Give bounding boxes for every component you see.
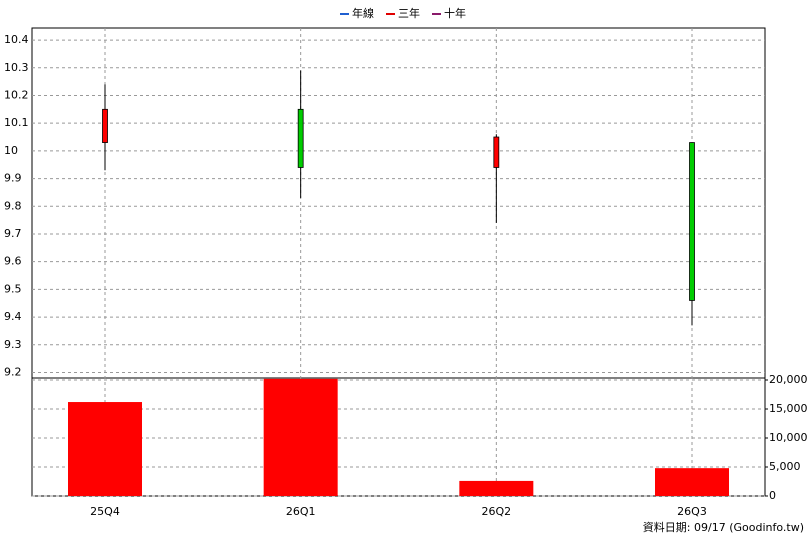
y-tick-label: 9.5 (4, 282, 22, 295)
y2-tick-label: 0 (769, 489, 776, 502)
y-tick-label: 9.7 (4, 227, 22, 240)
volume-bar (655, 468, 729, 496)
footer: 資料日期: 09/17 (Goodinfo.tw) (643, 520, 804, 534)
x-tick-label: 25Q4 (90, 505, 120, 518)
y-tick-label: 9.6 (4, 255, 22, 268)
volume-bar (68, 402, 142, 496)
y2-tick-label: 5,000 (769, 460, 801, 473)
y-tick-label: 9.4 (4, 310, 22, 323)
x-tick-label: 26Q1 (286, 505, 316, 518)
y2-tick-label: 10,000 (769, 431, 808, 444)
y2-tick-label: 20,000 (769, 373, 808, 386)
y-tick-label: 10 (4, 144, 18, 157)
y-tick-label: 9.9 (4, 172, 22, 185)
y-tick-label: 10.1 (4, 116, 29, 129)
legend-label: 年線 (352, 6, 374, 20)
candle-body (689, 142, 695, 301)
y-tick-label: 9.3 (4, 338, 22, 351)
y-tick-label: 9.2 (4, 365, 22, 378)
volume-bar (459, 480, 534, 496)
legend-label: 三年 (398, 6, 420, 20)
candle-body (102, 108, 108, 143)
x-tick-label: 26Q3 (677, 505, 707, 518)
x-tick-label: 26Q2 (482, 505, 512, 518)
y-tick-label: 10.3 (4, 61, 29, 74)
y-tick-label: 10.4 (4, 33, 29, 46)
candle-body (493, 136, 500, 168)
legend-label: 十年 (444, 6, 466, 20)
y2-tick-label: 15,000 (769, 402, 808, 415)
y-tick-label: 9.8 (4, 199, 22, 212)
y-tick-label: 10.2 (4, 88, 29, 101)
volume-bar (263, 378, 338, 496)
candle-body (297, 108, 304, 168)
